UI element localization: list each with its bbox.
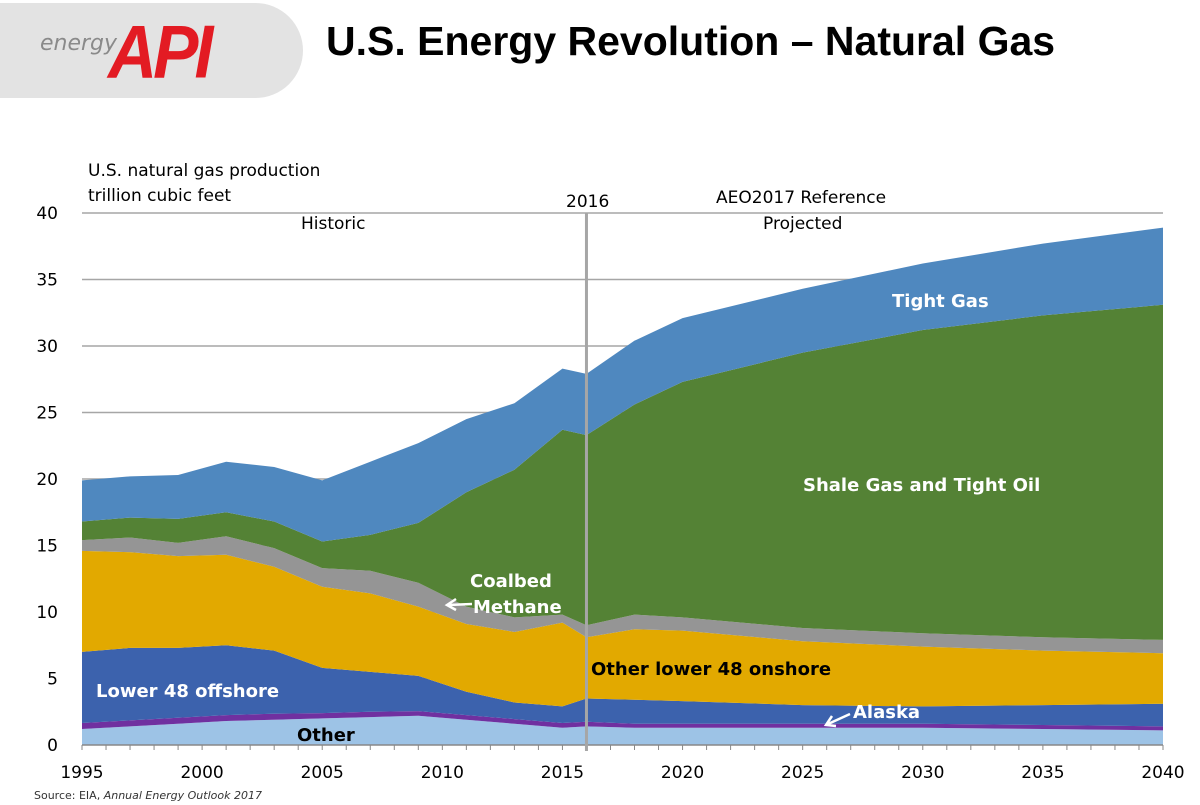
logo-api-text: API	[108, 10, 213, 94]
y-tick-label: 5	[47, 670, 58, 690]
x-tick-label: 2040	[1141, 763, 1184, 783]
label-coalbed-line1: Coalbed	[470, 571, 552, 592]
label-shale-gas: Shale Gas and Tight Oil	[803, 475, 1040, 496]
x-tick-label: 2020	[661, 763, 704, 783]
area-lower-48-offshore	[82, 645, 1163, 727]
area-other-lower-48-onshore	[82, 550, 1163, 707]
y-tick-label: 0	[47, 736, 58, 756]
historic-label: Historic	[301, 214, 366, 234]
alaska-arrow-icon	[823, 712, 851, 728]
y-tick-label: 30	[36, 337, 58, 357]
area-alaska	[82, 711, 1163, 731]
reference-label: AEO2017 Reference	[716, 188, 886, 208]
x-tick-label: 2030	[901, 763, 944, 783]
label-offshore: Lower 48 offshore	[96, 681, 279, 702]
x-tick-label: 2025	[781, 763, 824, 783]
y-axis-title-line2: trillion cubic feet	[88, 186, 231, 206]
logo-energy-text: energy	[40, 31, 118, 56]
page-title: U.S. Energy Revolution – Natural Gas	[326, 18, 1056, 64]
x-tick-label: 2010	[421, 763, 464, 783]
y-tick-label: 10	[36, 603, 58, 623]
x-tick-label: 2035	[1021, 763, 1064, 783]
projected-label: Projected	[763, 214, 842, 234]
x-tick-label: 2015	[541, 763, 584, 783]
source-publication: Annual Energy Outlook 2017	[103, 789, 262, 802]
y-tick-label: 35	[36, 271, 58, 291]
label-other: Other	[297, 725, 355, 746]
label-coalbed-line2: Methane	[473, 597, 562, 618]
y-axis-title-line1: U.S. natural gas production	[88, 161, 320, 181]
label-tight-gas: Tight Gas	[892, 291, 989, 312]
source-prefix: Source: EIA,	[34, 789, 104, 802]
divider-label: 2016	[566, 192, 609, 212]
x-tick-label: 2000	[180, 763, 223, 783]
x-tick-label: 1995	[60, 763, 103, 783]
coalbed-arrow-icon	[444, 597, 473, 612]
logo-banner: energy API	[0, 3, 303, 98]
x-tick-label: 2005	[301, 763, 344, 783]
label-alaska: Alaska	[853, 702, 920, 723]
y-tick-label: 25	[36, 404, 58, 424]
area-other	[82, 715, 1163, 745]
label-onshore: Other lower 48 onshore	[591, 659, 831, 680]
y-tick-label: 20	[36, 470, 58, 490]
y-tick-label: 40	[36, 204, 58, 224]
y-tick-label: 15	[36, 537, 58, 557]
area-shale-gas-and-tight-oil	[82, 304, 1163, 640]
area-tight-gas	[82, 227, 1163, 542]
source-note: Source: EIA, Annual Energy Outlook 2017	[34, 789, 262, 802]
area-coalbed-methane	[82, 536, 1163, 654]
